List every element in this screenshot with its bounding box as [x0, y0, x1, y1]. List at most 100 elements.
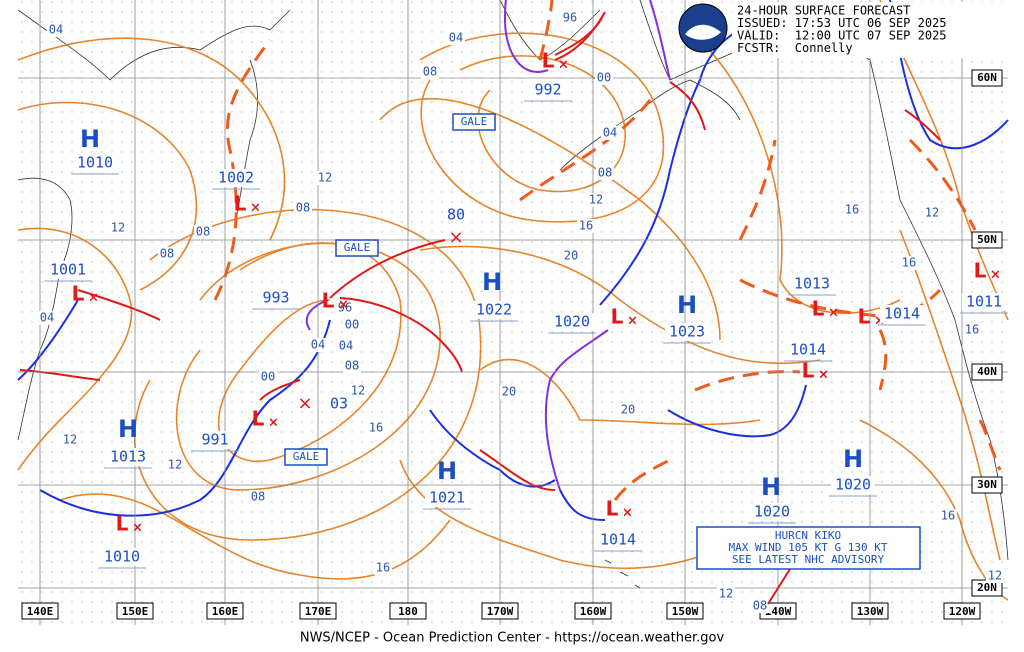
isobar-label-bg — [923, 206, 941, 220]
lon-label-box — [299, 602, 337, 620]
isobar-label: 00 — [261, 370, 275, 384]
isobar-label-bg — [561, 11, 579, 25]
low-symbol: L — [252, 407, 265, 431]
pressure-bg — [526, 81, 570, 99]
low-x: × — [338, 298, 349, 313]
isobar-label: 12 — [318, 171, 332, 185]
pressure-label: 993 — [262, 289, 289, 307]
low-symbol: L — [858, 305, 871, 329]
isobar-label: 08 — [251, 490, 265, 504]
lat-label: 20N — [977, 581, 997, 594]
hurricane-text: SEE LATEST NHC ADVISORY — [732, 553, 885, 566]
high-symbol: H — [80, 125, 100, 153]
isobar-label-bg — [309, 338, 327, 352]
isobar-label: 20 — [564, 249, 578, 263]
hurricane-text: HURCN KIKO — [775, 529, 841, 542]
lat-label-box — [971, 231, 1003, 249]
isobar-label-bg — [717, 587, 735, 601]
lon-label-box — [666, 602, 704, 620]
isobar-label: 08 — [296, 201, 310, 215]
pressure-bg — [106, 448, 150, 466]
isobar-label-bg — [316, 171, 334, 185]
pressure-bg — [214, 169, 258, 187]
pressure-bg — [786, 341, 830, 359]
pressure-bg — [100, 548, 144, 566]
isobar-label: 12 — [988, 569, 1002, 583]
isobar-label-bg — [939, 509, 957, 523]
lon-label: 160W — [580, 605, 607, 618]
lon-label-box — [389, 602, 427, 620]
pressure-bg — [193, 431, 237, 449]
isobar-label: 08 — [196, 225, 210, 239]
low-symbol: L — [812, 297, 825, 321]
lon-label: 160E — [212, 605, 239, 618]
pressure-label: 1022 — [476, 301, 512, 319]
pressure-label: 1020 — [835, 476, 871, 494]
low-symbol: L — [802, 359, 815, 383]
isobar-label-bg — [158, 247, 176, 261]
forecast-x: × — [448, 227, 463, 248]
isobar-label-bg — [601, 126, 619, 140]
lon-label: 130W — [857, 605, 884, 618]
isobar-label-bg — [194, 225, 212, 239]
gale-text: GALE — [293, 450, 320, 463]
high-symbol: H — [482, 268, 502, 296]
header-box — [732, 2, 1004, 58]
isobar-label: 04 — [49, 23, 63, 37]
forecast-pressure: 03 — [330, 395, 348, 413]
isobar-label: 12 — [589, 193, 603, 207]
isobar-label-bg — [166, 458, 184, 472]
hurricane-text: MAX WIND 105 KT G 130 KT — [729, 541, 888, 554]
pressure-label: 1014 — [600, 531, 636, 549]
isobar-label: 16 — [941, 509, 955, 523]
pressure-bg — [254, 289, 298, 307]
isobar-label-bg — [986, 569, 1004, 583]
pressure-label: 1014 — [884, 305, 920, 323]
isobar-label: 16 — [845, 203, 859, 217]
low-x: × — [88, 291, 99, 306]
pressure-label: 1010 — [104, 548, 140, 566]
isobar-label: 08 — [160, 247, 174, 261]
lat-label: 40N — [977, 365, 997, 378]
hurricane-box — [696, 526, 921, 570]
lat-label-box — [971, 363, 1003, 381]
isobar-label: 96 — [563, 11, 577, 25]
pressure-label: 1013 — [794, 275, 830, 293]
gale-box — [452, 113, 496, 131]
low-x: × — [622, 506, 633, 521]
footer: NWS/NCEP - Ocean Prediction Center - htt… — [300, 631, 725, 646]
isobar-label-bg — [38, 311, 56, 325]
isobar-label: 04 — [603, 126, 617, 140]
header-line: 24-HOUR SURFACE FORECAST — [737, 4, 910, 18]
isobar-label-bg — [47, 23, 65, 37]
isobar-label-bg — [61, 433, 79, 447]
isobar-label-bg — [343, 359, 361, 373]
isobar-label: 04 — [339, 339, 353, 353]
lon-label-box — [206, 602, 244, 620]
isobar-label-bg — [619, 403, 637, 417]
isobar-label-bg — [259, 370, 277, 384]
lon-label-box — [21, 602, 59, 620]
high-symbol: H — [437, 457, 457, 485]
lon-label-box — [851, 602, 889, 620]
isobar-label-bg — [294, 201, 312, 215]
pressure-bg — [596, 531, 640, 549]
isobar-label: 16 — [965, 323, 979, 337]
isobar-label-bg — [337, 339, 355, 353]
hurricane-arrow — [767, 568, 791, 605]
low-symbol: L — [72, 282, 85, 306]
low-x: × — [828, 306, 839, 321]
isobar-label-bg — [843, 203, 861, 217]
isobar-label: 12 — [925, 206, 939, 220]
isobar-label: 12 — [63, 433, 77, 447]
low-symbol: L — [116, 512, 129, 536]
header-line: ISSUED: 17:53 UTC 06 SEP 2025 — [737, 16, 947, 30]
isobar-label: 12 — [351, 384, 365, 398]
isobar-label-bg — [595, 71, 613, 85]
isobar-label: 20 — [621, 403, 635, 417]
isobar-label: 12 — [719, 587, 733, 601]
low-symbol: L — [322, 289, 335, 313]
lon-label-box — [943, 602, 981, 620]
gale-text: GALE — [344, 241, 371, 254]
isobar-label-bg — [343, 318, 361, 332]
